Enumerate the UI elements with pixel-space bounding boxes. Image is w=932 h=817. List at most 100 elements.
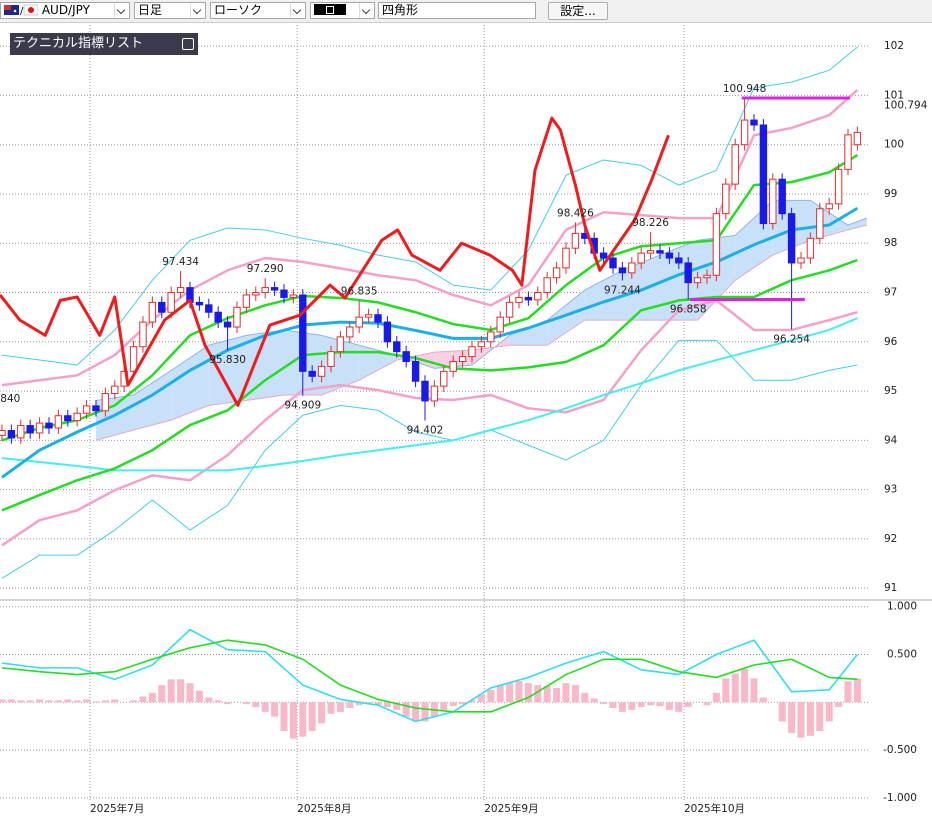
candle-body bbox=[731, 144, 739, 185]
candle-body bbox=[693, 277, 702, 284]
shape-input[interactable]: 四角形 bbox=[378, 2, 536, 19]
bar bbox=[139, 696, 147, 703]
line bbox=[1, 206, 859, 479]
bar bbox=[684, 702, 692, 708]
candle-body bbox=[646, 250, 655, 254]
bar bbox=[628, 702, 636, 710]
candle-body bbox=[665, 252, 674, 259]
bar bbox=[712, 692, 720, 703]
line bbox=[1, 258, 858, 512]
shape: 四角形 bbox=[382, 3, 419, 17]
x-tick-label: 2025年9月 bbox=[484, 802, 538, 815]
bar bbox=[17, 700, 25, 703]
candle-body bbox=[73, 412, 81, 422]
candle-body bbox=[515, 296, 523, 303]
y-tick-label: 97 bbox=[884, 287, 897, 299]
candle-body bbox=[223, 321, 232, 328]
svg-text:/: / bbox=[20, 6, 24, 16]
annotation: 95.830 bbox=[209, 354, 246, 366]
candle-body bbox=[458, 356, 467, 363]
bar bbox=[440, 702, 448, 710]
y-tick-label: 101 bbox=[884, 89, 904, 101]
y-tick-label: -1.000 bbox=[883, 792, 917, 804]
settings-button[interactable]: 設定... bbox=[548, 2, 608, 20]
candle-body bbox=[167, 292, 175, 313]
bar bbox=[167, 679, 175, 703]
candle-body bbox=[487, 331, 495, 343]
candle-body bbox=[496, 316, 504, 333]
style: ローソク bbox=[214, 3, 263, 17]
flags: / bbox=[4, 4, 39, 17]
bar bbox=[816, 702, 824, 731]
bar bbox=[618, 702, 626, 712]
candle-body bbox=[684, 262, 692, 284]
candle-body bbox=[364, 314, 373, 318]
bar bbox=[289, 702, 297, 739]
candle-body bbox=[656, 250, 664, 254]
bar bbox=[280, 702, 288, 731]
symbol-select[interactable]: / AUD/JPY bbox=[0, 2, 130, 19]
annotation: 94.840 bbox=[0, 393, 20, 405]
bar bbox=[741, 668, 749, 703]
cloud-fill bbox=[95, 395, 134, 441]
candle-body bbox=[524, 296, 533, 301]
bar bbox=[459, 702, 467, 705]
line bbox=[1, 153, 859, 442]
candle-body bbox=[17, 425, 25, 439]
candle-body bbox=[54, 415, 63, 429]
bar bbox=[571, 685, 579, 703]
cloud-fill bbox=[208, 335, 247, 406]
candle-body bbox=[383, 321, 392, 343]
bar bbox=[835, 702, 843, 708]
candle-body bbox=[346, 326, 354, 338]
indicator-list[interactable]: テクニカル指標リスト bbox=[10, 33, 198, 55]
color-select[interactable] bbox=[310, 2, 375, 19]
candle-body bbox=[505, 301, 514, 318]
candle-body bbox=[552, 267, 561, 279]
bar bbox=[36, 699, 44, 703]
candle-body bbox=[214, 311, 222, 323]
candle-body bbox=[750, 119, 758, 126]
annotation: 100.948 bbox=[723, 83, 766, 95]
line bbox=[1, 628, 859, 723]
bar bbox=[543, 686, 551, 703]
bar bbox=[111, 699, 119, 703]
candle-body bbox=[571, 232, 580, 249]
bar bbox=[759, 697, 767, 703]
price-label: 100.794 bbox=[884, 100, 928, 112]
candle-body bbox=[628, 262, 636, 274]
symbol: AUD/JPY bbox=[41, 3, 90, 17]
bar bbox=[703, 702, 711, 706]
period-select[interactable]: 日足 bbox=[134, 2, 206, 19]
candle-body bbox=[440, 370, 448, 387]
bar bbox=[515, 681, 523, 703]
settings: 設定... bbox=[560, 4, 596, 18]
y-tick-label: 94 bbox=[884, 434, 898, 446]
bar bbox=[101, 700, 109, 703]
y-tick-label: 100 bbox=[884, 139, 904, 151]
bar bbox=[346, 702, 354, 709]
candle-body bbox=[101, 393, 110, 412]
bar bbox=[853, 678, 861, 703]
candle-body bbox=[299, 294, 307, 372]
candle-body bbox=[26, 425, 34, 434]
y-tick-label: 92 bbox=[884, 533, 897, 545]
bar bbox=[665, 702, 673, 710]
annotation: 97.434 bbox=[162, 256, 199, 268]
candle-body bbox=[477, 341, 486, 348]
candle-body bbox=[562, 247, 570, 269]
bar bbox=[825, 702, 833, 722]
annotation: 94.402 bbox=[407, 425, 444, 437]
style-select[interactable]: ローソク bbox=[210, 2, 306, 19]
candle-body bbox=[64, 415, 72, 422]
bar bbox=[271, 702, 279, 717]
bar bbox=[177, 679, 185, 703]
bar bbox=[195, 690, 203, 703]
bar bbox=[797, 702, 805, 738]
cloud-fill bbox=[133, 370, 172, 430]
bar bbox=[242, 702, 250, 705]
y-tick-label: 1.000 bbox=[887, 601, 917, 613]
candle-body bbox=[242, 294, 251, 308]
